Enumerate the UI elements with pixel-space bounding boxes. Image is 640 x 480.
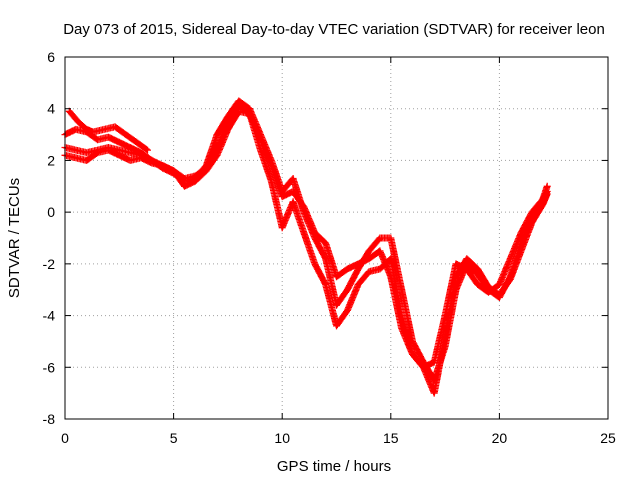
x-tick-label: 10 — [274, 430, 290, 446]
y-tick-label: 0 — [47, 204, 55, 220]
x-tick-label: 15 — [383, 430, 399, 446]
data-points — [61, 97, 551, 397]
y-tick-label: -6 — [43, 359, 56, 375]
y-tick-label: 4 — [47, 101, 55, 117]
data-series-4 — [65, 107, 151, 154]
axis-ticks: 0 5 10 15 20 25 -8 -6 -4 -2 0 2 4 6 — [43, 49, 616, 446]
chart-title: Day 073 of 2015, Sidereal Day-to-day VTE… — [63, 21, 605, 38]
x-tick-label: 5 — [170, 430, 178, 446]
x-tick-label: 0 — [61, 430, 69, 446]
y-tick-label: 6 — [47, 49, 55, 65]
y-tick-label: -8 — [43, 411, 56, 427]
y-axis-label: SDTVAR / TECUs — [6, 178, 23, 298]
x-tick-label: 20 — [492, 430, 508, 446]
y-tick-label: -2 — [43, 256, 56, 272]
plot-frame — [64, 56, 609, 420]
x-axis-label: GPS time / hours — [277, 458, 391, 475]
y-tick-label: 2 — [47, 152, 55, 168]
y-tick-label: -4 — [43, 308, 56, 324]
x-tick-label: 25 — [600, 430, 616, 446]
